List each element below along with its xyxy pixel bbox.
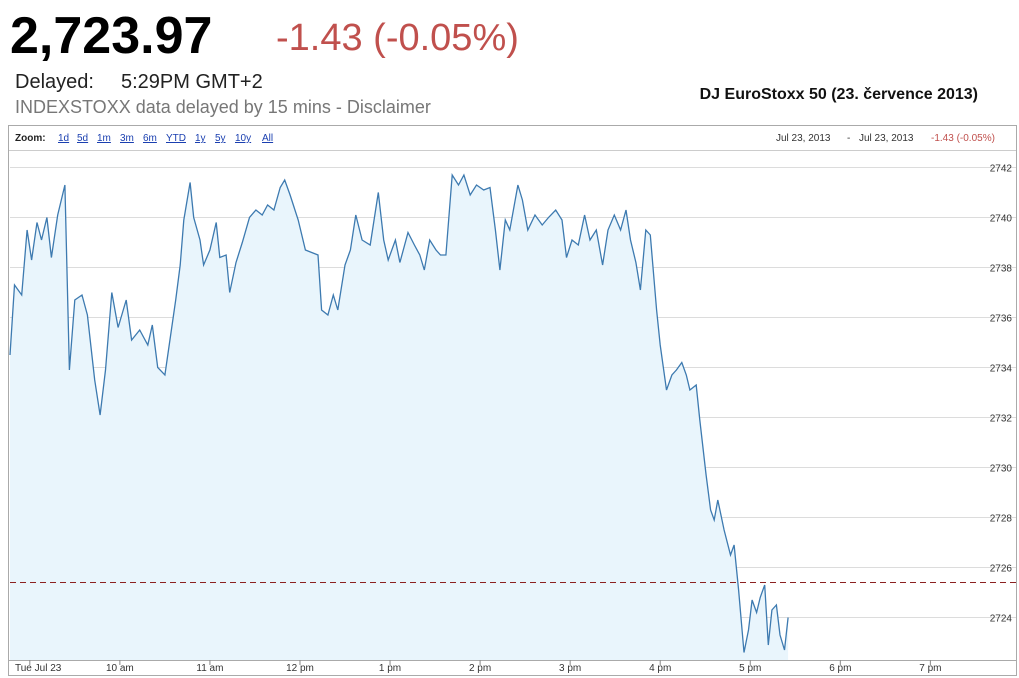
zoom-option[interactable]: 1m: [97, 133, 111, 144]
price-change: -1.43 (-0.05%): [276, 17, 519, 59]
disclaimer: INDEXSTOXX data delayed by 15 mins - Dis…: [15, 97, 431, 117]
x-tick-label: 11 am: [196, 663, 223, 674]
y-tick-label: 2736: [990, 314, 1013, 325]
x-tick-label: 3 pm: [559, 663, 581, 674]
range-change: -1.43 (-0.05%): [931, 133, 995, 144]
x-tick-label: 2 pm: [469, 663, 491, 674]
range-separator: -: [847, 133, 850, 144]
x-tick-label: Tue Jul 23: [15, 663, 62, 674]
y-tick-label: 2732: [990, 414, 1013, 425]
x-tick-label: 1 pm: [379, 663, 401, 674]
y-tick-label: 2730: [990, 464, 1013, 475]
zoom-option[interactable]: 10y: [235, 133, 251, 144]
zoom-option[interactable]: 5d: [77, 133, 88, 144]
range-to: Jul 23, 2013: [859, 133, 914, 144]
y-tick-label: 2726: [990, 564, 1013, 575]
delayed-label: Delayed:: [15, 71, 94, 93]
y-tick-label: 2734: [990, 364, 1013, 375]
y-tick-label: 2742: [990, 164, 1013, 175]
zoom-option[interactable]: YTD: [166, 133, 186, 144]
y-tick-label: 2728: [990, 514, 1013, 525]
y-tick-label: 2738: [990, 264, 1013, 275]
quote-time: 5:29PM GMT+2: [121, 71, 263, 93]
chart-title: DJ EuroStoxx 50 (23. července 2013): [700, 86, 978, 103]
x-tick-label: 6 pm: [829, 663, 851, 674]
zoom-option[interactable]: 3m: [120, 133, 134, 144]
y-tick-label: 2724: [990, 614, 1013, 625]
zoom-label: Zoom:: [15, 133, 46, 144]
zoom-option[interactable]: All: [262, 133, 273, 144]
zoom-option[interactable]: 6m: [143, 133, 157, 144]
x-tick-label: 7 pm: [919, 663, 941, 674]
y-tick-label: 2740: [990, 214, 1013, 225]
zoom-option[interactable]: 1d: [58, 133, 69, 144]
price: 2,723.97: [10, 7, 212, 65]
range-from: Jul 23, 2013: [776, 133, 831, 144]
x-tick-label: 4 pm: [649, 663, 671, 674]
x-tick-label: 10 am: [106, 663, 134, 674]
area-fill: [10, 175, 789, 660]
x-tick-label: 5 pm: [739, 663, 761, 674]
x-tick-label: 12 pm: [286, 663, 314, 674]
zoom-option[interactable]: 1y: [195, 133, 206, 144]
zoom-option[interactable]: 5y: [215, 133, 226, 144]
price-line: [9, 172, 789, 653]
